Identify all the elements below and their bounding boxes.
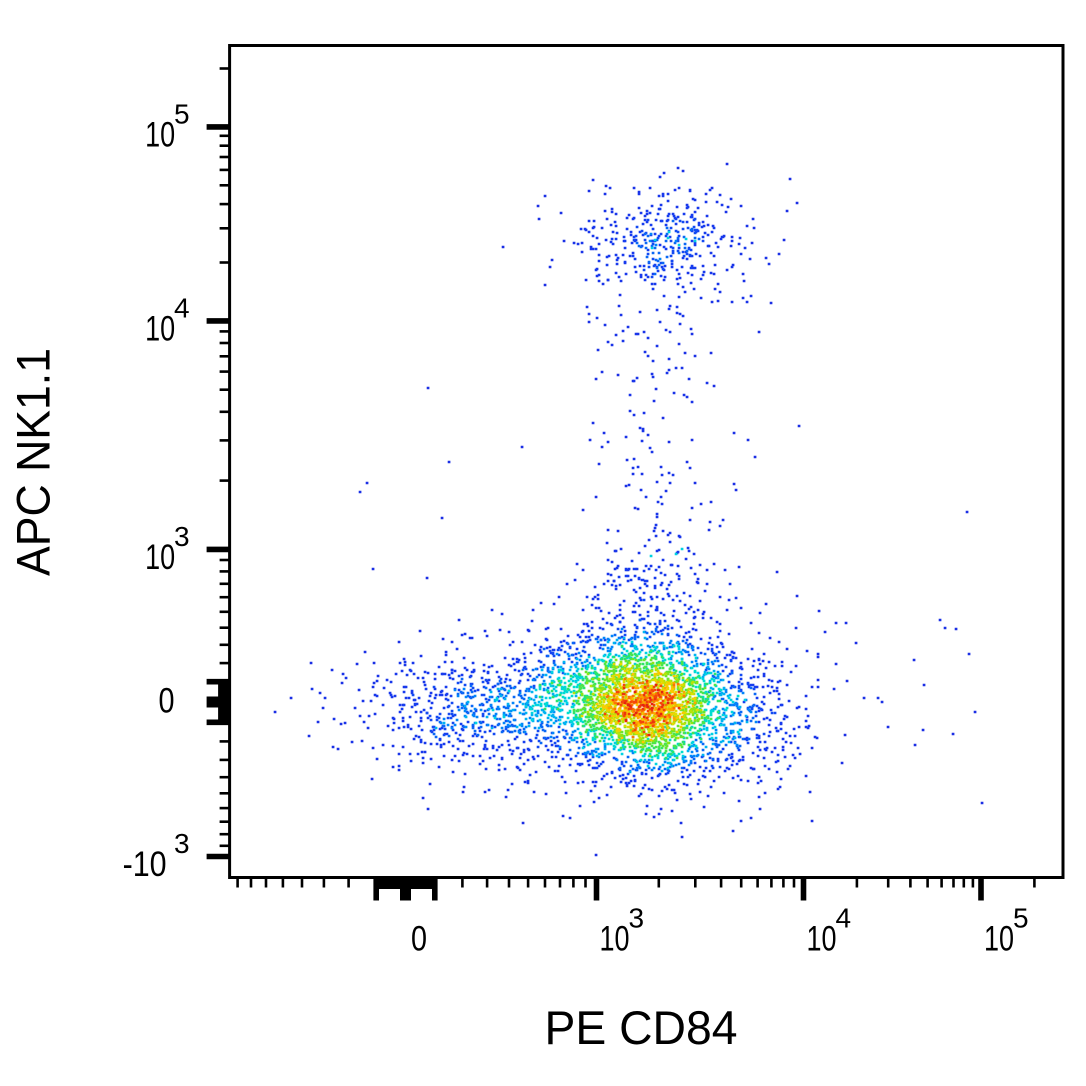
svg-text:3: 3 — [174, 521, 190, 552]
svg-text:10: 10 — [145, 115, 175, 154]
svg-text:3: 3 — [629, 903, 645, 934]
svg-text:5: 5 — [1013, 903, 1029, 934]
svg-text:5: 5 — [174, 98, 190, 129]
svg-text:0: 0 — [411, 920, 427, 959]
svg-text:10: 10 — [807, 920, 837, 959]
svg-text:APC NK1.1: APC NK1.1 — [7, 348, 60, 576]
svg-text:10: 10 — [145, 538, 175, 577]
svg-text:PE CD84: PE CD84 — [545, 1001, 738, 1054]
svg-text:10: 10 — [984, 920, 1014, 959]
svg-text:3: 3 — [174, 828, 190, 859]
svg-text:4: 4 — [174, 292, 190, 323]
svg-text:10: 10 — [145, 309, 175, 348]
svg-text:0: 0 — [159, 682, 175, 721]
svg-text:4: 4 — [836, 903, 852, 934]
svg-text:-10: -10 — [123, 845, 167, 884]
svg-text:10: 10 — [600, 920, 630, 959]
